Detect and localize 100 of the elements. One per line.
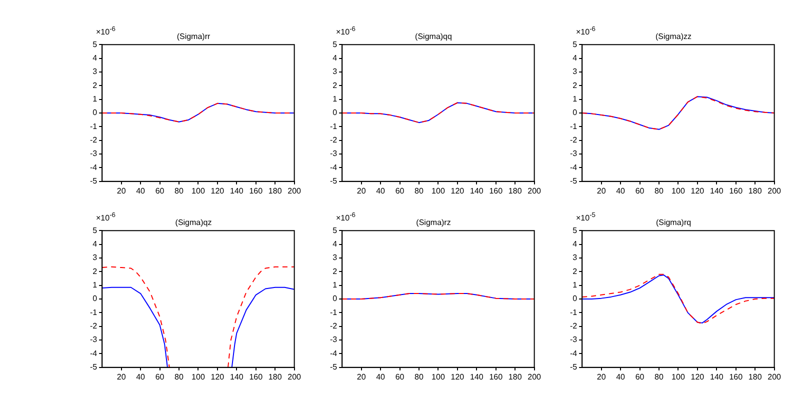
x-tick-label: 80 [654, 372, 664, 382]
x-tick-label: 140 [710, 372, 724, 382]
x-tick-label: 200 [528, 186, 542, 196]
y-tick-label: -2 [570, 136, 578, 145]
y-tick-label: 3 [332, 67, 338, 76]
y-tick-label: 3 [92, 253, 98, 262]
y-tick-label: 5 [572, 40, 578, 49]
x-tick-label: 140 [230, 186, 244, 196]
x-tick-label: 120 [210, 186, 225, 196]
y-tick-label: 0 [92, 294, 98, 304]
x-tick-label: 40 [616, 186, 626, 196]
y-tick-label: 3 [92, 67, 98, 76]
y-tick-label: -2 [90, 322, 98, 331]
x-tick-label: 80 [174, 372, 184, 382]
y-tick-label: -5 [570, 362, 578, 372]
y-tick-label: -3 [90, 149, 98, 158]
x-tick-label: 160 [729, 186, 744, 196]
x-tick-label: 80 [174, 186, 184, 196]
x-tick-label: 160 [249, 186, 264, 196]
x-tick-label: 40 [136, 186, 146, 196]
y-tick-label: -4 [90, 162, 98, 172]
y-tick-label: -4 [570, 348, 578, 358]
y-tick-label: 1 [572, 94, 578, 104]
x-tick-label: 20 [356, 372, 366, 382]
x-tick-label: 180 [268, 372, 282, 382]
y-tick-label: -4 [90, 348, 98, 358]
x-tick-label: 160 [729, 372, 744, 382]
y-tick-label: -3 [330, 335, 338, 344]
y-tick-label: 1 [332, 280, 338, 290]
x-tick-label: 60 [635, 372, 645, 382]
x-tick-label: 40 [616, 372, 626, 382]
y-tick-label: -4 [330, 348, 338, 358]
x-tick-label: 180 [508, 186, 522, 196]
x-tick-label: 20 [356, 186, 366, 196]
x-tick-label: 120 [690, 372, 705, 382]
x-tick-label: 120 [450, 372, 465, 382]
text: ×10$^{-6}$ [336, 26, 356, 37]
x-tick-label: 40 [376, 186, 386, 196]
y-tick-label: 0 [332, 108, 338, 118]
y-tick-label: 1 [572, 280, 578, 290]
y-tick-label: 4 [332, 239, 338, 248]
y-tick-label: 0 [332, 294, 338, 304]
y-tick-label: 3 [572, 253, 578, 262]
x-tick-label: 20 [116, 186, 126, 196]
y-tick-label: -2 [90, 136, 98, 145]
x-tick-label: 140 [470, 186, 484, 196]
y-tick-label: 5 [92, 40, 98, 49]
y-tick-label: -2 [570, 322, 578, 331]
y-tick-label: 2 [332, 80, 338, 90]
x-tick-label: 80 [414, 186, 424, 196]
x-tick-label: 100 [672, 372, 686, 382]
x-tick-label: 140 [710, 186, 724, 196]
y-tick-label: -5 [90, 176, 98, 186]
text: ×10$^{-6}$ [96, 26, 116, 37]
y-tick-label: 4 [92, 53, 98, 62]
y-tick-label: 0 [572, 294, 578, 304]
y-tick-label: 0 [572, 108, 578, 118]
x-tick-label: 60 [395, 186, 405, 196]
x-tick-label: 20 [596, 186, 606, 196]
x-tick-label: 200 [288, 186, 302, 196]
x-tick-label: 100 [672, 186, 686, 196]
y-tick-label: 4 [572, 239, 578, 248]
x-tick-label: 100 [192, 186, 206, 196]
x-tick-label: 80 [654, 186, 664, 196]
y-tick-label: 5 [572, 226, 578, 235]
x-tick-label: 60 [395, 372, 405, 382]
y-tick-label: 4 [332, 53, 338, 62]
y-tick-label: -1 [330, 308, 338, 317]
x-tick-label: 100 [432, 372, 446, 382]
x-tick-label: 160 [249, 372, 264, 382]
text: ×10$^{-6}$ [576, 26, 596, 37]
x-tick-label: 120 [210, 372, 225, 382]
x-tick-label: 60 [155, 372, 165, 382]
x-tick-label: 100 [192, 372, 206, 382]
x-tick-label: 20 [116, 372, 126, 382]
x-tick-label: 180 [268, 186, 282, 196]
text: ×10$^{-6}$ [336, 212, 356, 223]
x-tick-label: 200 [768, 372, 782, 382]
chart-title: (Sigma)rz [416, 218, 451, 228]
y-tick-label: -1 [570, 122, 578, 131]
y-tick-label: -3 [570, 335, 578, 344]
x-tick-label: 140 [230, 372, 244, 382]
y-tick-label: -2 [330, 136, 338, 145]
y-tick-label: 1 [332, 94, 338, 104]
chart-title: (Sigma)qq [415, 32, 452, 42]
y-tick-label: 3 [572, 67, 578, 76]
x-tick-label: 60 [155, 186, 165, 196]
y-tick-label: -5 [90, 362, 98, 372]
x-tick-label: 60 [635, 186, 645, 196]
y-tick-label: 2 [92, 80, 98, 90]
x-tick-label: 120 [690, 186, 705, 196]
y-tick-label: 1 [92, 280, 98, 290]
chart-title: (Sigma)zz [655, 32, 692, 42]
y-tick-label: -1 [570, 308, 578, 317]
x-tick-label: 200 [528, 372, 542, 382]
x-tick-label: 200 [768, 186, 782, 196]
x-tick-label: 180 [508, 372, 522, 382]
y-tick-label: 2 [572, 80, 578, 90]
x-tick-label: 80 [414, 372, 424, 382]
y-tick-label: 2 [332, 266, 338, 276]
